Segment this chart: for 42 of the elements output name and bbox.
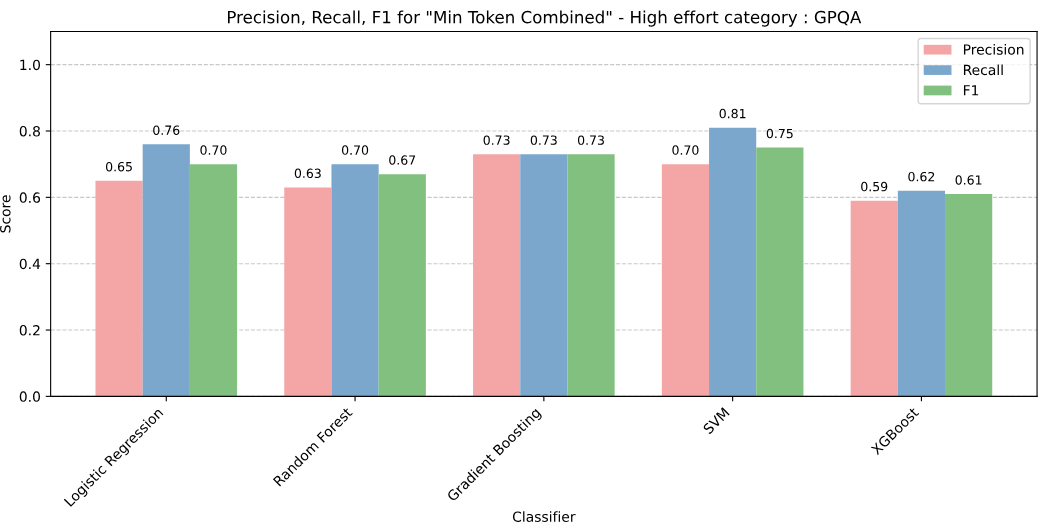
bar [189,164,238,397]
bar [850,200,898,397]
data-label: 0.70 [200,145,227,155]
data-label: 0.62 [908,171,935,182]
y-tick-label: 0.6 [19,192,41,203]
y-tick-label: 0.8 [19,125,40,137]
data-label: 0.59 [861,181,888,192]
bar [567,154,615,397]
bar [520,154,568,397]
data-label: 0.61 [955,175,982,185]
bar [95,180,143,397]
bar [709,127,757,397]
bar [284,187,332,397]
y-tick-label: 0.2 [19,325,40,336]
x-axis-title: Classifier [512,511,576,522]
legend-label: Precision [963,44,1024,55]
bar [897,190,946,397]
y-tick-label: 1.0 [20,59,40,71]
data-label: 0.73 [483,135,510,145]
data-label: 0.73 [577,135,604,145]
y-tick-label: 0.4 [19,258,41,270]
bar [331,164,379,397]
data-label: 0.67 [389,155,416,165]
data-label: 0.76 [153,125,180,135]
legend-label: F1 [963,85,979,96]
bar [945,194,993,397]
y-axis-title: Score [0,195,11,233]
bar [378,174,426,397]
bar [661,164,710,397]
bar [473,154,521,397]
data-label: 0.70 [672,145,699,155]
data-label: 0.75 [766,128,793,139]
y-tick-label: 0.0 [19,391,40,402]
data-label: 0.73 [530,135,557,145]
data-label: 0.63 [294,168,321,179]
bar [756,147,804,397]
bar [142,144,190,397]
data-label: 0.65 [105,161,132,172]
legend-label: Recall [963,64,1003,76]
data-label: 0.81 [719,108,746,119]
data-label: 0.70 [341,145,369,155]
chart-title: Precision, Recall, F1 for "Min Token Combined" - High effort category : GPQA [227,10,862,27]
